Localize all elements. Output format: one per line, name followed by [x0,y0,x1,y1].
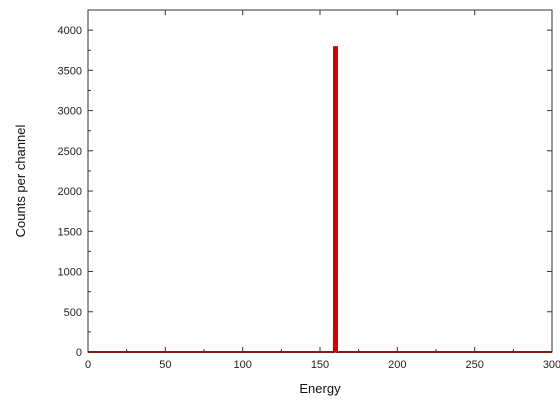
y-tick-label: 1500 [58,226,82,238]
y-axis-ticks: 0 500 1000 1500 2000 2500 3000 3500 4000 [58,25,552,359]
y-tick-label: 3500 [58,65,82,77]
y-tick-label: 0 [76,347,82,359]
y-tick-label: 4000 [58,25,82,37]
x-axis-ticks: 0 50 100 150 200 250 300 [85,10,560,371]
y-tick-label: 2500 [58,146,82,158]
y-tick-label: 3000 [58,106,82,118]
plot-frame [87,9,553,353]
x-axis-title: Energy [299,381,341,396]
y-tick-label: 500 [64,307,82,319]
x-tick-label: 250 [465,359,483,371]
y-axis-title: Counts per channel [13,125,28,238]
x-tick-label: 150 [311,359,329,371]
y-tick-label: 2000 [58,186,82,198]
x-tick-label: 200 [388,359,406,371]
series-baseline [88,46,552,353]
series-layer [88,46,552,353]
x-tick-label: 50 [159,359,171,371]
x-tick-label: 0 [85,359,91,371]
y-tick-label: 1000 [58,267,82,279]
x-tick-label: 100 [233,359,251,371]
x-tick-label: 300 [543,359,560,371]
